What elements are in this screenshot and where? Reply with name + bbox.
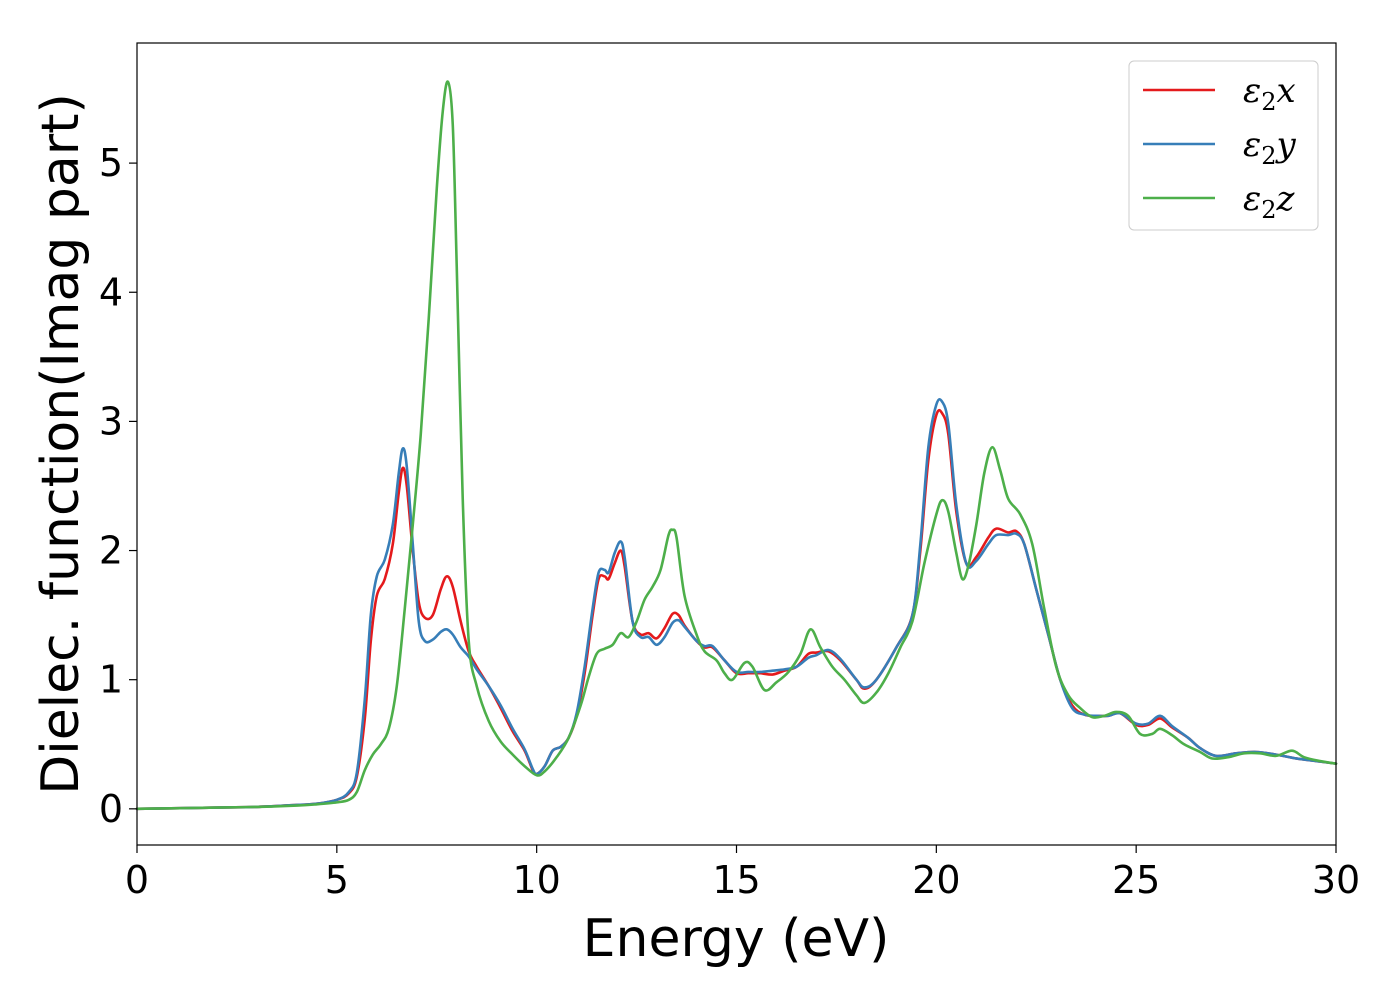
- y-tick-label: 5: [99, 141, 123, 185]
- x-tick-label: 30: [1312, 858, 1360, 902]
- legend-box: [1128, 60, 1319, 231]
- x-tick-label: 25: [1112, 858, 1160, 902]
- y-tick-label: 3: [99, 399, 123, 443]
- y-tick-label: 1: [99, 658, 123, 702]
- legend-label-z: ε2z: [1243, 179, 1296, 224]
- legend-label-x: ε2x: [1243, 71, 1296, 116]
- x-tick-label: 20: [912, 858, 960, 902]
- x-tick-label: 10: [512, 858, 560, 902]
- series-layer: [135, 80, 1338, 811]
- x-tick-label: 15: [712, 858, 760, 902]
- x-axis-label: Energy (eV): [583, 909, 890, 969]
- y-axis: 0 1 2 3 4 5: [99, 141, 137, 831]
- y-axis-label: Dielec. function(Imag part): [31, 93, 91, 795]
- legend: ε2x ε2y ε2z: [1128, 60, 1319, 231]
- x-axis: 0 5 10 15 20 25 30: [125, 845, 1360, 902]
- x-tick-label: 0: [125, 858, 149, 902]
- y-tick-label: 2: [99, 529, 123, 573]
- legend-label-y: ε2y: [1243, 125, 1297, 170]
- x-tick-label: 5: [325, 858, 349, 902]
- y-tick-label: 4: [99, 270, 123, 314]
- series-line-z: [135, 80, 1338, 811]
- y-tick-label: 0: [99, 787, 123, 831]
